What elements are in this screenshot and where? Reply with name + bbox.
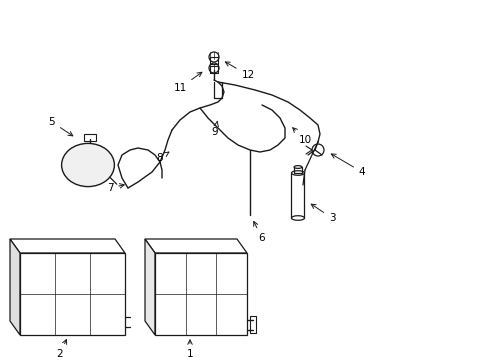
Ellipse shape [291, 216, 304, 220]
Polygon shape [145, 239, 246, 253]
Bar [293, 167, 301, 173]
Text: 6: 6 [253, 221, 265, 243]
Text: 12: 12 [225, 62, 254, 80]
Bar [155, 253, 246, 335]
Text: 2: 2 [57, 339, 66, 359]
Circle shape [82, 160, 93, 170]
Polygon shape [145, 239, 155, 335]
Polygon shape [10, 239, 125, 253]
Polygon shape [10, 239, 20, 335]
Bar [291, 173, 304, 218]
Text: 3: 3 [310, 204, 335, 223]
Text: 9: 9 [211, 121, 218, 137]
Text: 11: 11 [173, 72, 202, 93]
Bar [209, 66, 218, 73]
Text: 10: 10 [292, 128, 311, 145]
Text: 8: 8 [156, 152, 168, 163]
Bar [20, 253, 125, 335]
Ellipse shape [293, 166, 301, 168]
Text: 5: 5 [49, 117, 73, 136]
Bar [249, 316, 256, 333]
Text: 4: 4 [331, 154, 365, 177]
Ellipse shape [61, 143, 114, 186]
Bar [84, 134, 96, 141]
Text: 7: 7 [106, 183, 124, 193]
Ellipse shape [291, 171, 304, 175]
Bar [209, 57, 218, 64]
Text: 1: 1 [186, 340, 193, 359]
